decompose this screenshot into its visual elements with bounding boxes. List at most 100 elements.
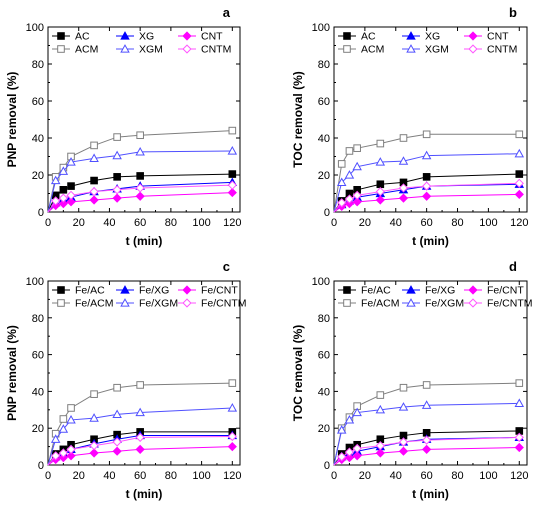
data-point xyxy=(514,398,525,407)
data-point xyxy=(421,150,432,160)
y-tick-label: 40 xyxy=(32,133,44,145)
data-point xyxy=(136,131,144,140)
data-point xyxy=(344,447,355,457)
legend-marker xyxy=(57,45,65,53)
y-tick-label: 20 xyxy=(318,423,330,435)
data-point xyxy=(135,407,145,417)
x-tick-label: 20 xyxy=(73,217,85,229)
data-point xyxy=(67,404,75,412)
series-fe-ac xyxy=(333,427,524,466)
legend-marker xyxy=(343,299,351,307)
data-point xyxy=(112,150,122,160)
series-ac xyxy=(47,170,237,213)
legend-entry: Fe/AC xyxy=(52,285,105,297)
x-tick-label: 120 xyxy=(510,217,528,229)
data-point xyxy=(514,432,524,443)
data-point xyxy=(112,193,122,203)
y-tick-label: 80 xyxy=(318,313,330,325)
data-point xyxy=(422,173,431,181)
legend-label: Fe/XG xyxy=(139,285,169,297)
y-axis-title: PNP removal (%) xyxy=(5,325,19,421)
data-point xyxy=(376,139,385,148)
legend-marker xyxy=(468,44,478,54)
legend-label: Fe/ACM xyxy=(75,298,114,310)
data-point xyxy=(515,130,524,139)
legend-marker xyxy=(57,299,65,307)
panel-letter: a xyxy=(223,5,231,20)
y-tick-label: 20 xyxy=(32,170,44,182)
data-point xyxy=(228,126,237,135)
data-point xyxy=(376,391,385,399)
data-point xyxy=(66,190,76,200)
data-point xyxy=(376,180,385,189)
series-ac xyxy=(333,170,524,213)
data-point xyxy=(514,178,524,188)
legend-entry: CNTM xyxy=(464,44,517,56)
legend-label: Fe/ACM xyxy=(361,298,400,310)
legend-marker xyxy=(57,32,65,40)
data-point xyxy=(66,444,76,454)
data-point xyxy=(58,193,68,203)
data-point xyxy=(344,194,355,204)
data-point xyxy=(90,141,98,150)
data-point xyxy=(66,157,76,166)
data-point xyxy=(398,156,409,165)
legend-entry: Fe/CNT xyxy=(178,285,238,297)
data-point xyxy=(515,379,524,387)
y-tick-label: 0 xyxy=(324,460,330,472)
x-axis-title: t (min) xyxy=(412,487,449,501)
x-tick-label: 80 xyxy=(165,470,177,482)
series-acm xyxy=(333,130,524,213)
data-point xyxy=(422,381,431,389)
data-point xyxy=(89,413,99,422)
y-axis-title: TOC removal (%) xyxy=(291,325,305,421)
y-tick-label: 0 xyxy=(38,207,44,219)
legend-label: Fe/XGM xyxy=(425,298,464,310)
legend-marker xyxy=(468,31,478,41)
x-tick-label: 40 xyxy=(103,217,115,229)
legend-marker xyxy=(182,31,192,41)
legend-marker xyxy=(182,44,192,54)
data-point xyxy=(89,187,99,197)
data-point xyxy=(375,441,385,451)
series-fe-cntm xyxy=(333,432,524,466)
data-point xyxy=(375,157,386,166)
legend-entry: CNT xyxy=(464,31,509,43)
y-tick-label: 60 xyxy=(318,350,330,362)
y-tick-label: 80 xyxy=(32,59,44,71)
data-point xyxy=(422,444,432,454)
y-tick-label: 40 xyxy=(32,386,44,398)
data-point xyxy=(89,153,99,162)
y-tick-label: 40 xyxy=(318,386,330,398)
legend-label: Fe/AC xyxy=(361,285,391,297)
legend-label: Fe/CNTM xyxy=(487,298,533,310)
chart-panel-b: 0 20 40 60 80 100 120 0 20 40 60 80 100 t (min) TOC re… xyxy=(291,5,528,248)
data-point xyxy=(375,448,385,458)
legend-marker xyxy=(406,285,416,294)
legend-marker xyxy=(182,298,192,308)
data-point xyxy=(398,402,409,411)
data-point xyxy=(336,177,347,187)
x-tick-label: 80 xyxy=(451,217,463,229)
data-point xyxy=(135,432,145,443)
data-point xyxy=(135,146,145,156)
data-point xyxy=(422,130,431,139)
x-tick-label: 60 xyxy=(134,217,146,229)
data-point xyxy=(227,403,238,412)
x-tick-label: 80 xyxy=(451,470,463,482)
x-tick-label: 100 xyxy=(192,217,210,229)
y-tick-label: 100 xyxy=(312,276,330,288)
y-axis-title: PNP removal (%) xyxy=(5,72,19,168)
series-cntm xyxy=(47,180,237,213)
x-tick-label: 20 xyxy=(359,217,371,229)
legend-label: CNTM xyxy=(487,44,517,56)
series-xgm xyxy=(47,146,238,213)
legend-entry: CNTM xyxy=(178,44,231,56)
panel-letter: c xyxy=(223,259,230,274)
x-axis-title: t (min) xyxy=(412,234,449,248)
legend-label: ACM xyxy=(361,44,384,56)
data-point xyxy=(66,414,76,424)
x-tick-label: 0 xyxy=(45,470,51,482)
y-tick-label: 100 xyxy=(312,22,330,34)
data-point xyxy=(227,187,237,198)
